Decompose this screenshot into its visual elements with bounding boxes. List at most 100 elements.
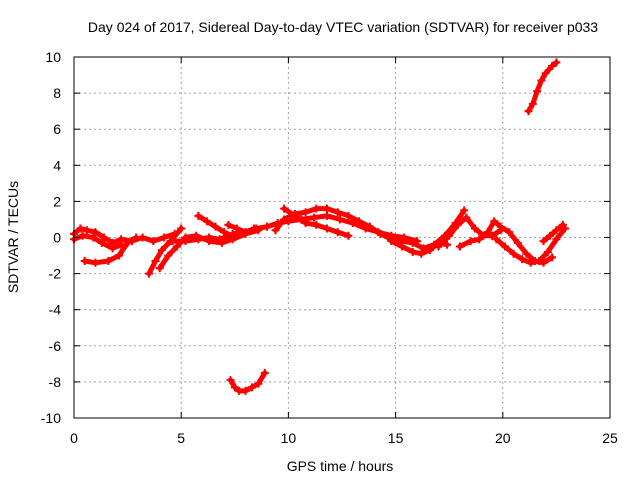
data-point bbox=[344, 211, 353, 220]
series-arc-main-b bbox=[80, 233, 141, 267]
data-point bbox=[466, 237, 475, 246]
data-point bbox=[322, 204, 331, 213]
data-point bbox=[145, 269, 154, 278]
data-point bbox=[333, 228, 342, 237]
data-point bbox=[505, 228, 514, 237]
series-arc-low bbox=[226, 368, 269, 395]
x-tick-label: 15 bbox=[388, 430, 404, 446]
data-point bbox=[545, 231, 554, 240]
y-tick-label: 8 bbox=[53, 85, 61, 101]
x-tick-label: 20 bbox=[495, 430, 511, 446]
data-point bbox=[104, 256, 113, 265]
data-point bbox=[552, 226, 561, 235]
data-point bbox=[280, 204, 289, 213]
data-point bbox=[548, 253, 557, 262]
data-point bbox=[475, 235, 484, 244]
data-point bbox=[518, 255, 527, 264]
y-axis-label: SDTVAR / TECUs bbox=[5, 181, 21, 293]
series-arc-main-p bbox=[492, 224, 569, 267]
data-point bbox=[82, 226, 91, 235]
data-point bbox=[151, 256, 160, 265]
y-tick-labels: -10 -8 -6 -4 -2 0 2 4 6 8 10 bbox=[41, 49, 61, 426]
series-line bbox=[541, 222, 566, 244]
data-point bbox=[344, 231, 353, 240]
data-point bbox=[230, 383, 239, 392]
data-point bbox=[509, 249, 518, 258]
data-point bbox=[413, 237, 422, 246]
data-point bbox=[247, 383, 256, 392]
data-point bbox=[205, 237, 214, 246]
data-point bbox=[535, 256, 544, 265]
data-point bbox=[123, 238, 132, 247]
axis-ticks bbox=[73, 56, 611, 419]
data-point bbox=[132, 233, 141, 242]
data-point bbox=[543, 247, 552, 256]
y-tick-label: 2 bbox=[53, 193, 61, 209]
series-arc-main-l bbox=[280, 204, 353, 240]
data-point bbox=[226, 376, 235, 385]
data-point bbox=[273, 219, 282, 228]
data-point bbox=[224, 220, 233, 229]
data-point bbox=[335, 215, 344, 224]
data-point bbox=[522, 249, 531, 258]
data-point bbox=[528, 99, 537, 108]
x-tick-label: 25 bbox=[602, 430, 618, 446]
data-point bbox=[488, 231, 497, 240]
x-tick-label: 10 bbox=[281, 430, 297, 446]
data-point bbox=[445, 231, 454, 240]
chart-title: Day 024 of 2017, Sidereal Day-to-day VTE… bbox=[88, 19, 598, 35]
data-point bbox=[322, 211, 331, 220]
data-point bbox=[284, 217, 293, 226]
data-point bbox=[211, 222, 220, 231]
data-point bbox=[172, 242, 181, 251]
data-point bbox=[164, 251, 173, 260]
series-arc-main-i bbox=[224, 220, 259, 237]
data-point bbox=[312, 220, 321, 229]
data-point bbox=[301, 208, 310, 217]
data-point bbox=[483, 228, 492, 237]
data-point bbox=[217, 238, 226, 247]
data-point bbox=[548, 62, 557, 71]
data-point bbox=[91, 228, 100, 237]
y-tick-label: -2 bbox=[49, 266, 62, 282]
data-point bbox=[160, 233, 169, 242]
data-point bbox=[241, 386, 250, 395]
data-point bbox=[155, 264, 164, 273]
series-arc-main-n bbox=[434, 213, 505, 251]
data-point bbox=[232, 224, 241, 233]
data-point bbox=[552, 58, 561, 67]
data-point bbox=[250, 224, 259, 233]
data-point bbox=[89, 233, 98, 242]
data-point bbox=[455, 242, 464, 251]
y-tick-label: 0 bbox=[53, 230, 61, 246]
data-point bbox=[533, 87, 542, 96]
data-point bbox=[76, 224, 85, 233]
data-point bbox=[97, 238, 106, 247]
data-point bbox=[80, 256, 89, 265]
data-point bbox=[290, 211, 299, 220]
data-point bbox=[254, 379, 263, 388]
data-point bbox=[228, 235, 237, 244]
data-point bbox=[220, 228, 229, 237]
data-point bbox=[91, 258, 100, 267]
data-point bbox=[374, 228, 383, 237]
data-point bbox=[271, 226, 280, 235]
x-tick-labels: 0 5 10 15 20 25 bbox=[70, 430, 618, 446]
data-point bbox=[149, 237, 158, 246]
data-point bbox=[470, 224, 479, 233]
data-point bbox=[177, 224, 186, 233]
data-point bbox=[460, 206, 469, 215]
series-arc-high bbox=[524, 58, 561, 116]
data-point bbox=[301, 219, 310, 228]
data-series bbox=[70, 58, 569, 395]
y-tick-label: 10 bbox=[45, 49, 61, 65]
series-arc-main-q bbox=[539, 220, 567, 246]
y-tick-label: 6 bbox=[53, 121, 61, 137]
data-point bbox=[462, 213, 471, 222]
data-point bbox=[492, 235, 501, 244]
data-point bbox=[192, 231, 201, 240]
data-point bbox=[108, 244, 117, 253]
data-point bbox=[322, 224, 331, 233]
y-tick-label: -6 bbox=[49, 338, 62, 354]
